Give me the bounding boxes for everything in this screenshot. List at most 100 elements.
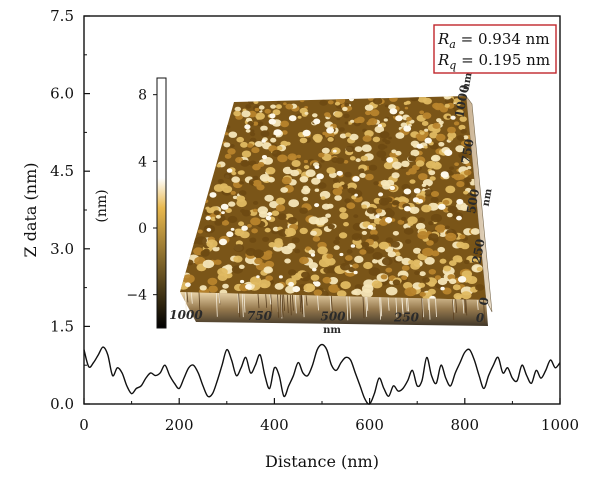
surface-peak	[265, 215, 272, 221]
front-wall-streak	[401, 297, 404, 312]
surface-grain	[384, 104, 389, 108]
surface-grain	[422, 277, 430, 283]
front-wall-streak	[294, 294, 297, 314]
surface-peak	[292, 286, 301, 293]
surface-grain	[206, 239, 218, 248]
surface-grain	[372, 252, 383, 260]
surface-peak	[339, 252, 344, 257]
surface-grain	[343, 160, 349, 164]
surface-grain	[349, 133, 359, 141]
surface-peak	[278, 275, 283, 279]
surface-grain	[326, 167, 336, 174]
surface-grain	[455, 145, 465, 153]
surface-grain	[388, 136, 392, 140]
surface-grain	[381, 257, 393, 266]
front-wall-streak	[299, 295, 302, 313]
surface-grain	[323, 267, 332, 274]
surface-grain	[385, 286, 398, 296]
surface-grain	[439, 106, 448, 113]
front-wall-streak	[190, 292, 193, 304]
surface-grain	[340, 262, 351, 271]
surface-grain	[442, 287, 452, 295]
surface-grain	[260, 130, 270, 138]
surface-grain	[327, 100, 334, 105]
colorbar-tick-label: 4	[138, 154, 147, 170]
surface-grain	[353, 118, 361, 124]
surface-grain	[344, 198, 351, 204]
surface-grain	[439, 258, 447, 264]
y-tick-label: 0.0	[50, 395, 74, 413]
surface-grain	[380, 274, 388, 280]
surface-grain	[265, 275, 274, 282]
surface-peak	[241, 225, 248, 231]
surface-grain	[303, 283, 316, 293]
surface-grain	[217, 267, 228, 276]
surface-grain	[318, 152, 325, 158]
surface-peak	[444, 149, 453, 156]
surface-grain	[273, 240, 284, 248]
surface-grain	[200, 249, 210, 257]
surface-grain	[345, 132, 352, 137]
front-wall-streak	[302, 295, 305, 318]
surface-grain	[199, 285, 207, 291]
surface-grain	[224, 153, 232, 159]
surface-grain	[276, 145, 283, 151]
surface-grain	[197, 229, 203, 234]
surface-grain	[332, 188, 343, 196]
front-wall-streak	[280, 294, 283, 319]
surface-grain	[331, 157, 340, 163]
surface-grain	[252, 175, 259, 181]
surface-grain	[369, 214, 376, 220]
x-axis-title: Distance (nm)	[265, 452, 379, 471]
front-wall-streak	[362, 296, 365, 319]
front-wall-streak	[238, 293, 241, 318]
surface-grain	[401, 275, 408, 281]
surface-grain	[435, 133, 446, 142]
surface-grain	[455, 101, 461, 106]
surface-grain	[343, 222, 349, 227]
front-wall-streak	[407, 297, 409, 312]
surface-grain	[241, 150, 252, 158]
surface-grain	[418, 282, 426, 288]
surface-grain	[291, 237, 300, 244]
surface-peak	[336, 170, 343, 176]
front-wall-streak	[428, 298, 431, 320]
surface-grain	[417, 96, 427, 103]
surface-peak	[314, 165, 320, 170]
surface-grain	[319, 99, 328, 106]
x-tick-label: 800	[450, 416, 479, 434]
surface-peak	[386, 157, 394, 163]
surface-grain	[252, 208, 258, 213]
surface-grain	[353, 214, 359, 219]
surface-grain	[223, 142, 231, 148]
surface-peak	[312, 281, 317, 285]
surface-grain	[303, 165, 310, 170]
surface-grain	[252, 179, 262, 187]
surface-grain	[284, 227, 296, 237]
surface-grain	[428, 233, 439, 242]
surface-grain	[359, 173, 366, 178]
surface-grain	[276, 197, 286, 205]
surface-grain	[254, 141, 263, 147]
surface-grain	[268, 242, 276, 248]
surface-peak	[288, 281, 294, 287]
x-tick-label: 200	[165, 416, 194, 434]
surface-grain	[339, 207, 347, 213]
surface-grain	[272, 134, 276, 138]
front-wall-streak	[452, 299, 455, 313]
inset-side-tick-label: 250	[469, 238, 487, 265]
surface-grain	[320, 196, 326, 200]
surface-grain	[399, 110, 404, 115]
front-wall-streak	[289, 294, 292, 316]
surface-grain	[317, 182, 327, 189]
surface-peak	[457, 276, 467, 283]
surface-grain	[215, 214, 221, 219]
surface-grain	[400, 216, 407, 221]
surface-grain	[418, 173, 428, 181]
surface-peak	[302, 129, 311, 137]
surface-grain	[362, 135, 372, 142]
surface-grain	[391, 241, 400, 248]
surface-peak	[377, 124, 382, 128]
surface-grain	[232, 195, 238, 200]
surface-peak	[313, 118, 321, 125]
